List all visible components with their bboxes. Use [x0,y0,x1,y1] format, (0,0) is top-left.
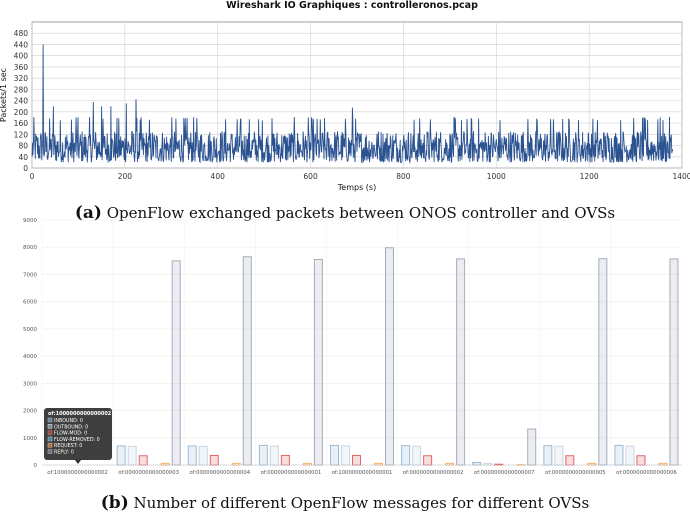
bar-reply [172,261,180,465]
y-tick-label: 2000 [23,409,37,415]
io-graph-chart: Wireshark IO Graphiques : controlleronos… [0,0,690,200]
x-tick-label: of:0000000000000003 [118,470,179,476]
x-tick-label: 600 [303,172,318,181]
x-tick-label: 800 [396,172,411,181]
bar-inbound [473,463,481,465]
y-tick-label: 1000 [23,436,37,442]
bar-inbound [188,446,196,465]
tooltip-line: INBOUND: 0 [54,418,83,424]
bar-inbound [402,446,410,465]
x-tick-label: 200 [118,172,133,181]
tooltip-swatch [48,424,52,428]
bar-outbound [626,446,634,465]
y-tick-label: 160 [14,119,29,128]
y-tick-label: 400 [14,52,29,61]
openflow-messages-chart: 0 1000 2000 3000 4000 5000 6000 7000 8000 9000 of:… [0,212,690,482]
y-tick-label: 320 [14,74,29,83]
y-tick-label: 0 [23,164,28,173]
bar-flow-mod [424,456,432,465]
x-tick-label: of:0000000000000005 [545,470,606,476]
bar-flow-mod [139,456,147,465]
x-tick-label: of:0000000000000002 [403,470,464,476]
bar-flow-mod [637,456,645,465]
y-tick-label: 4000 [23,354,37,360]
bar-inbound [259,445,267,465]
bar-flow-mod [353,455,361,465]
y-tick-label: 440 [14,40,29,49]
y-axis-label: Packets/1 sec [0,68,8,122]
tooltip-swatch [48,450,52,454]
x-tick-label: 1200 [580,172,599,181]
x-tick-label: of:1000000000000001 [332,470,393,476]
bar-outbound [199,446,207,465]
tooltip-swatch [48,437,52,441]
bar-flow-mod [281,455,289,465]
bar-grid [42,220,682,465]
bar-inbound [615,445,623,465]
x-tick-label: 1000 [487,172,506,181]
caption-b-label: (b) [101,493,129,513]
caption-b-text: Number of different OpenFlow messages fo… [134,494,590,512]
x-tick-label: 400 [211,172,226,181]
tooltip-swatch [48,431,52,435]
x-tick-label: of:1000000000000002 [47,470,108,476]
tooltip-swatch [48,418,52,422]
x-tick-label: of:0000000000000004 [189,470,250,476]
caption-b: (b) Number of different OpenFlow message… [0,493,690,513]
x-axis-label: Temps (s) [337,183,376,192]
tooltip-pointer [75,460,81,464]
y-tick-label: 0 [34,463,38,469]
y-tick-label: 480 [14,29,29,38]
y-tick-label: 9000 [23,218,37,224]
y-tick-label: 5000 [23,327,37,333]
bar-inbound [117,446,125,465]
y-tick-label: 240 [14,97,29,106]
x-tick-label: 1400 [672,172,690,181]
bar-reply [457,259,465,465]
y-tick-label: 280 [14,85,29,94]
x-tick-label: 0 [30,172,35,181]
y-tick-label: 120 [14,130,29,139]
x-tick-label: of:0000000000000007 [474,470,535,476]
bar-outbound [342,446,350,465]
bar-outbound [270,446,278,465]
tooltip-line: OUTBOUND: 0 [54,424,88,430]
y-tick-label: 40 [18,153,28,162]
y-tick-label: 3000 [23,381,37,387]
y-tick-label: 360 [14,63,29,72]
bar-flow-mod [566,456,574,465]
bar-inbound [544,446,552,465]
tooltip-title: of:1000000000000002 [48,411,112,417]
y-tick-label: 6000 [23,300,37,306]
y-tick-label: 200 [14,108,29,117]
bar-inbound [331,445,339,465]
tooltip-swatch [48,443,52,447]
io-graph-title: Wireshark IO Graphiques : controlleronos… [226,0,478,11]
bar-reply [314,259,322,465]
tooltip-line: FLOW-MOD: 0 [54,431,87,437]
bar-axes: 0 1000 2000 3000 4000 5000 6000 7000 8000 9000 of:… [23,218,682,476]
bar-reply [599,259,607,465]
bar-outbound [413,446,421,465]
tooltip-line: REPLY: 0 [54,450,74,456]
bar-reply [528,429,536,465]
bar-outbound [555,446,563,465]
tooltip-line: FLOW-REMOVED: 0 [54,437,100,443]
y-tick-label: 7000 [23,272,37,278]
bar-reply [386,248,394,465]
y-tick-label: 80 [18,142,28,151]
bar-flow-mod [210,455,218,465]
bar-reply [243,257,251,465]
x-tick-label: of:0000000000000006 [616,470,677,476]
y-tick-label: 8000 [23,245,37,251]
bar-outbound [128,446,136,465]
tooltip-line: REQUEST: 0 [54,443,82,449]
bar-reply [670,259,678,465]
x-tick-label: of:0000000000000001 [261,470,322,476]
